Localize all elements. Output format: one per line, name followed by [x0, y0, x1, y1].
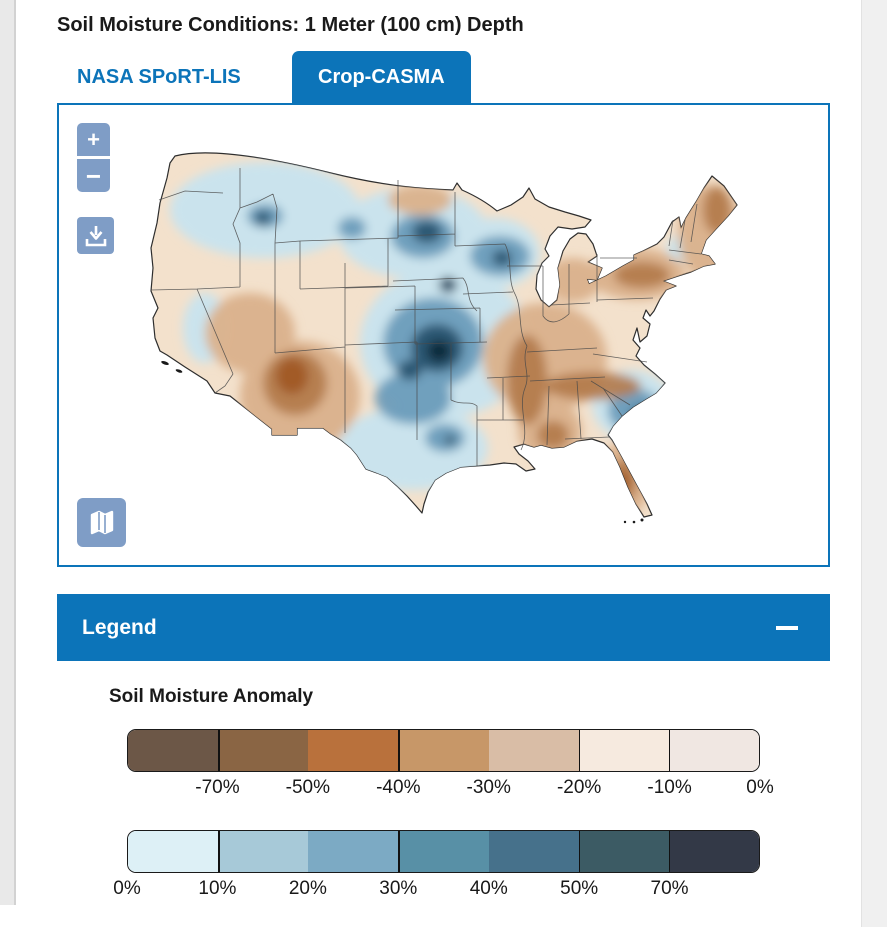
scale-segment: [308, 831, 399, 872]
scale-label: 10%: [198, 878, 237, 899]
left-gutter: [0, 0, 16, 905]
scale-divider: [578, 831, 581, 872]
scale-label: -70%: [195, 777, 240, 798]
scale-label: -40%: [376, 777, 421, 798]
wet-anomaly-scale: 0% 10% 20% 30% 40% 50% 70%: [113, 830, 760, 902]
wet-scale-bar: [127, 830, 760, 873]
scale-label: -30%: [466, 777, 511, 798]
scale-label: 30%: [379, 878, 418, 899]
folded-map-icon: [90, 510, 113, 534]
scale-label: 40%: [469, 878, 508, 899]
dry-scale-labels: -70% -50% -40% -30% -20% -10% 0%: [127, 777, 773, 801]
scale-segment: [578, 730, 669, 771]
scale-segment: [488, 831, 579, 872]
scale-segment: [488, 730, 579, 771]
scale-label: 20%: [288, 878, 327, 899]
scale-divider: [218, 730, 220, 771]
page-title: Soil Moisture Conditions: 1 Meter (100 c…: [57, 14, 524, 37]
scale-label: 0%: [746, 777, 774, 798]
scale-segment: [668, 831, 759, 872]
download-button[interactable]: [77, 217, 114, 254]
minus-icon: −: [85, 160, 102, 191]
us-soil-moisture-map[interactable]: [145, 148, 747, 528]
tab-nasa-sport-lis[interactable]: NASA SPoRT-LIS: [57, 51, 261, 103]
scale-label: -20%: [556, 777, 602, 798]
zoom-out-button[interactable]: −: [77, 159, 110, 192]
scale-segment: [398, 831, 489, 872]
map-viewer[interactable]: + −: [57, 103, 830, 567]
right-gutter: [861, 0, 887, 927]
dry-anomaly-scale: -70% -50% -40% -30% -20% -10% 0%: [127, 729, 774, 801]
scale-divider: [668, 730, 671, 771]
scale-divider: [398, 831, 400, 872]
legend-header[interactable]: Legend: [57, 594, 830, 661]
scale-label: 0%: [113, 878, 141, 899]
scale-segment: [308, 730, 399, 771]
zoom-in-button[interactable]: +: [77, 123, 110, 156]
tab-label: Crop-CASMA: [318, 65, 445, 88]
scale-label: -10%: [647, 777, 692, 798]
scale-label: -50%: [285, 777, 331, 798]
basemap-button[interactable]: [77, 498, 126, 547]
state-boundaries: [150, 168, 702, 466]
plus-icon: +: [87, 126, 100, 152]
scale-divider: [218, 831, 220, 872]
scale-segment: [398, 730, 489, 771]
download-icon: [85, 225, 106, 246]
tab-crop-casma[interactable]: Crop-CASMA: [292, 51, 471, 103]
islands: [161, 360, 644, 524]
collapse-minus-icon[interactable]: [776, 625, 798, 630]
scale-segment: [218, 730, 309, 771]
scale-label: 70%: [650, 878, 689, 899]
scale-divider: [668, 831, 671, 872]
scale-divider: [398, 730, 400, 771]
scale-divider: [578, 730, 581, 771]
dry-scale-bar: [127, 729, 760, 772]
scale-segment: [578, 831, 669, 872]
legend-title: Legend: [82, 615, 157, 639]
scale-segment: [218, 831, 309, 872]
wet-scale-labels: 0% 10% 20% 30% 40% 50% 70%: [113, 878, 760, 902]
tab-label: NASA SPoRT-LIS: [77, 65, 241, 88]
scale-segment: [128, 831, 219, 872]
scale-segment: [668, 730, 759, 771]
scale-segment: [128, 730, 219, 771]
scale-label: 50%: [560, 878, 599, 899]
legend-section-title: Soil Moisture Anomaly: [109, 686, 314, 707]
